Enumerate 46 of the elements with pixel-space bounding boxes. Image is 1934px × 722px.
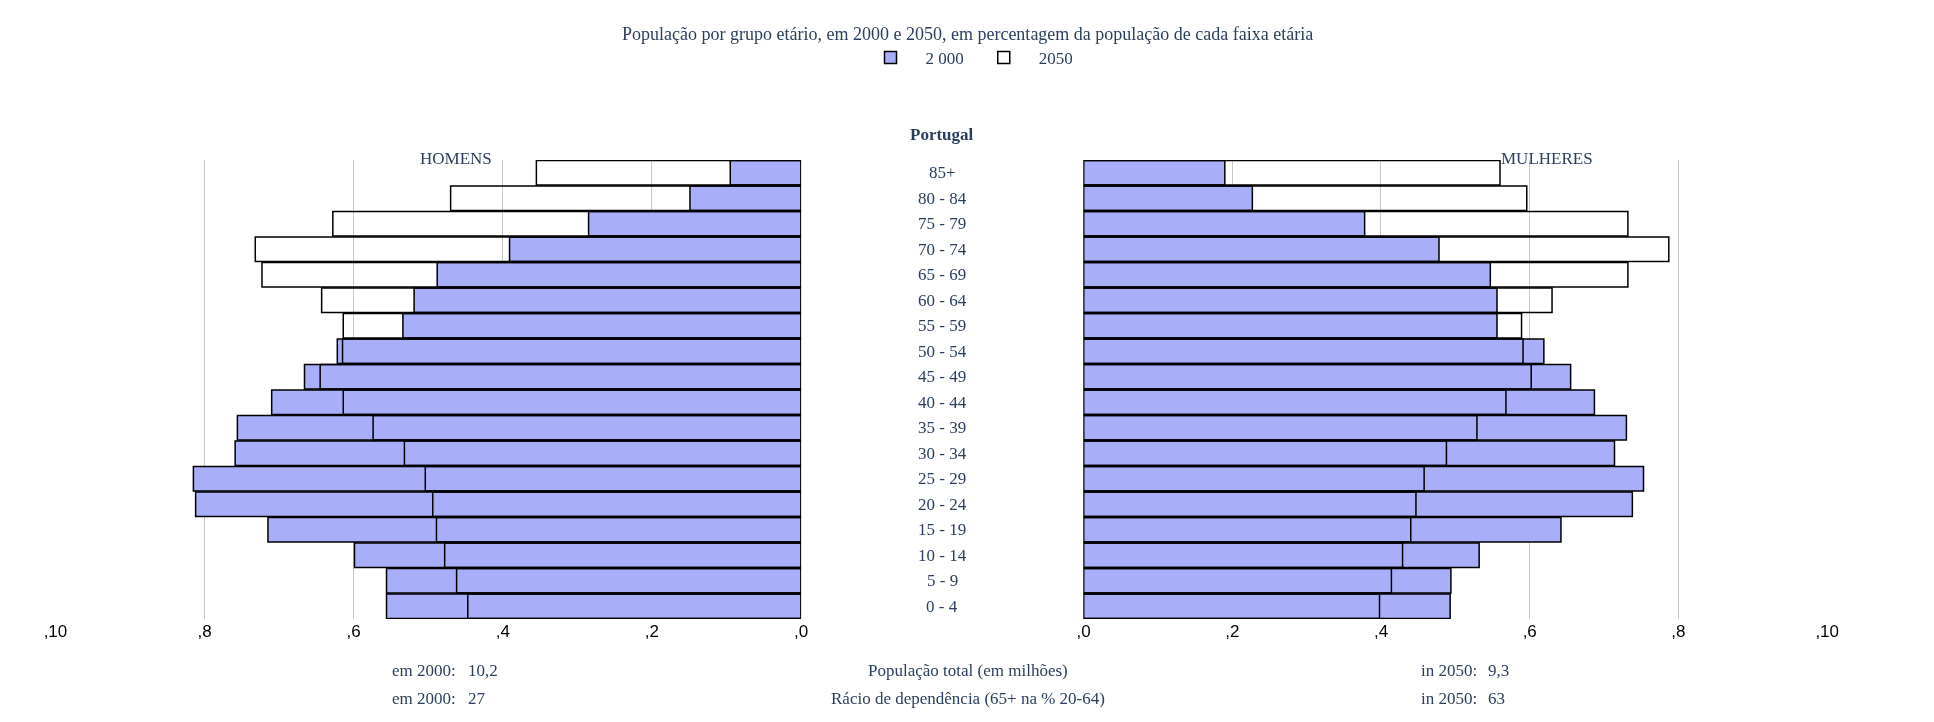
legend-label: 2 000 [925, 49, 964, 69]
category-label: 70 - 74 [918, 240, 967, 259]
text: in 2050: [1421, 689, 1478, 708]
category-label: 85+ [929, 163, 956, 182]
x-tick-label: ,8 [1671, 622, 1686, 641]
text: População por grupo etário, em 2000 e 2050, em percentagem da população de cada faixa etária [622, 24, 1314, 44]
x-tick-label: ,10 [43, 622, 68, 641]
x-tick-label: ,0 [793, 622, 809, 641]
category-label: 15 - 19 [918, 520, 967, 539]
category-label: 45 - 49 [918, 367, 967, 386]
category-label: 50 - 54 [918, 342, 967, 361]
category-label: 20 - 24 [918, 495, 967, 514]
x-tick-label: ,6 [346, 622, 361, 641]
text: em 2000: [392, 689, 456, 708]
x-tick-label: ,2 [644, 622, 660, 641]
category-label: 55 - 59 [918, 316, 967, 335]
category-label: 25 - 29 [918, 469, 967, 488]
text: in 2050: [1421, 661, 1478, 680]
x-tick-label: ,0 [1076, 622, 1091, 641]
category-label: 5 - 9 [927, 571, 959, 590]
category-label: 40 - 44 [918, 393, 967, 412]
category-label: 65 - 69 [918, 265, 967, 284]
category-label: 60 - 64 [918, 291, 967, 310]
category-label: 0 - 4 [926, 597, 958, 616]
x-tick-label: ,2 [1225, 622, 1240, 641]
text: População total (em milhões) [868, 661, 1068, 680]
text: 63 [1488, 689, 1505, 708]
text: 9,3 [1488, 661, 1510, 680]
x-tick-label: ,4 [1373, 622, 1389, 641]
x-tick-label: ,10 [1815, 622, 1840, 641]
x-tick-label: ,8 [197, 622, 212, 641]
annotation: HOMENS [420, 149, 492, 168]
text: Rácio de dependência (65+ na % 20-64) [831, 689, 1105, 708]
x-tick-label: ,6 [1522, 622, 1537, 641]
category-label: 35 - 39 [918, 418, 967, 437]
text: 27 [468, 689, 486, 708]
category-label: 10 - 14 [918, 546, 967, 565]
text: em 2000: [392, 661, 456, 680]
x-tick-label: ,4 [495, 622, 510, 641]
legend-label: 2050 [1038, 49, 1073, 69]
y-axis-title: Portugal [910, 125, 974, 144]
category-label: 75 - 79 [918, 214, 967, 233]
category-label: 30 - 34 [918, 444, 967, 463]
category-label: 80 - 84 [918, 189, 967, 208]
annotation: MULHERES [1501, 149, 1593, 168]
text: 10,2 [468, 661, 498, 680]
